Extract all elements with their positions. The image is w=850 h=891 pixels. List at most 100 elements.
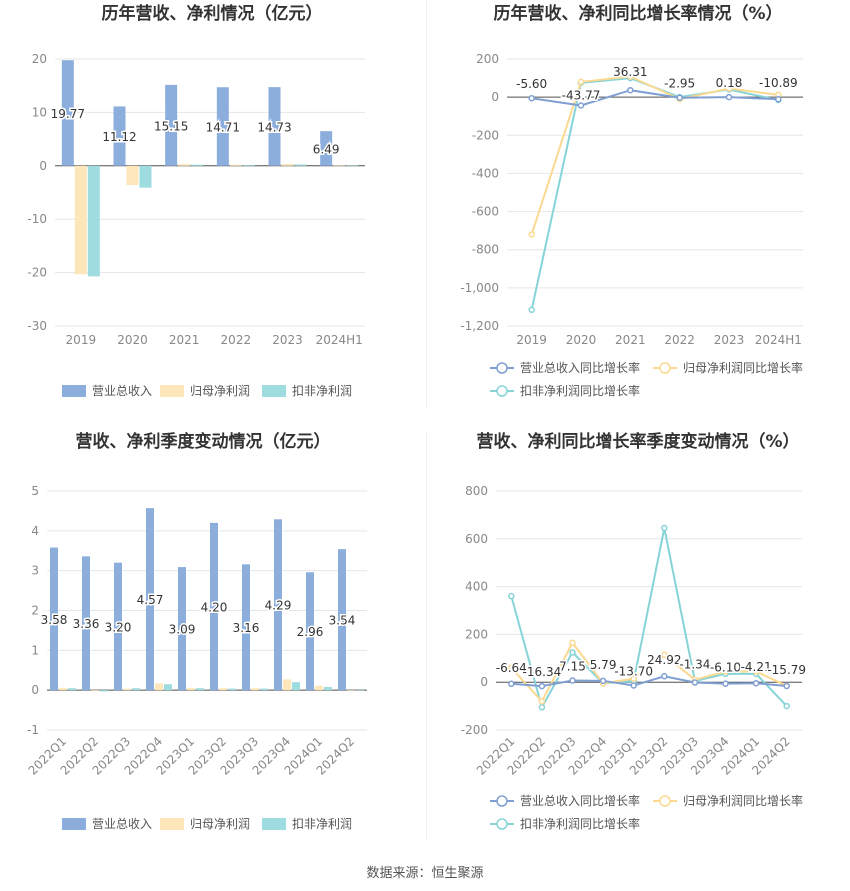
data-label: -5.60	[516, 77, 547, 91]
bar-deducted-profit	[324, 686, 332, 691]
bar-revenue	[114, 562, 122, 691]
bar-net-profit	[315, 685, 323, 691]
bar-deducted-profit	[356, 690, 364, 691]
bar-revenue	[274, 519, 282, 691]
data-label: -6.64	[496, 661, 527, 675]
bar-revenue	[320, 131, 333, 166]
y-tick-label: -400	[472, 166, 499, 180]
legend-marker	[496, 362, 508, 374]
point-deducted-profit-growth	[661, 524, 668, 532]
bar-net-profit	[123, 688, 131, 691]
bar-deducted-profit	[100, 690, 108, 692]
y-tick-label: -200	[472, 128, 499, 142]
data-label: 14.71	[206, 121, 240, 135]
legend-swatch	[160, 385, 184, 397]
y-tick-label: -1	[27, 723, 39, 737]
bar-revenue	[61, 60, 74, 166]
point-deducted-profit-growth	[569, 649, 576, 656]
chart-title: 历年营收、净利情况（亿元）	[102, 3, 323, 24]
point-net-profit-growth	[725, 85, 733, 92]
y-tick-label: 3	[31, 564, 39, 578]
point-revenue-growth	[508, 680, 515, 688]
point-net-profit-growth	[752, 668, 760, 675]
x-tick-label: 2021	[169, 333, 200, 347]
y-tick-label: 200	[476, 52, 499, 66]
data-label: -16.34	[523, 665, 562, 679]
data-label: -13.70	[614, 664, 653, 678]
data-label: 2.96	[297, 625, 324, 639]
legend-swatch	[262, 818, 286, 830]
y-tick-label: 20	[32, 52, 47, 66]
legend-label: 扣非净利润同比增长率	[520, 383, 640, 398]
line-revenue-growth	[531, 89, 779, 107]
legend-swatch	[62, 385, 86, 397]
point-net-profit-growth	[661, 651, 668, 658]
bar-net-profit	[187, 687, 195, 691]
point-revenue-growth	[627, 86, 634, 94]
bar-deducted-profit	[164, 684, 172, 691]
point-net-profit-growth	[508, 664, 515, 672]
chart-title: 历年营收、净利同比增长率情况（%）	[493, 3, 782, 24]
point-revenue-growth	[577, 102, 585, 109]
bar-net-profit	[126, 165, 139, 186]
point-revenue-growth	[722, 680, 729, 687]
bar-net-profit	[229, 164, 242, 166]
data-label: 3.09	[169, 623, 196, 637]
y-tick-label: -20	[27, 266, 47, 280]
bar-net-profit	[155, 683, 163, 691]
x-tick-label: 2023	[272, 333, 303, 347]
legend-marker	[496, 795, 508, 807]
bar-deducted-profit	[191, 164, 204, 166]
bar-revenue	[210, 522, 218, 691]
bar-revenue	[268, 87, 281, 166]
data-label: -6.10	[710, 661, 741, 675]
legend-label: 归母净利润同比增长率	[683, 793, 803, 808]
x-tick-label: 2019	[516, 333, 547, 347]
legend-label: 归母净利润同比增长率	[683, 360, 803, 375]
point-deducted-profit-growth	[528, 306, 535, 314]
legend-marker	[659, 795, 671, 807]
legend-label: 扣非净利润	[292, 384, 352, 398]
legend-swatch	[262, 385, 286, 397]
point-net-profit-growth	[722, 668, 729, 675]
data-label: 24.92	[647, 653, 681, 667]
x-tick-label: 2020	[566, 333, 597, 347]
bar-deducted-profit	[132, 688, 140, 691]
point-revenue-growth	[661, 672, 668, 680]
data-label: 36.31	[613, 65, 647, 79]
data-label: 3.16	[233, 621, 260, 635]
quarterly-revenue-profit-chart: 营收、净利季度变动情况（亿元）543210-12022Q12022Q22022Q…	[26, 431, 367, 831]
data-label: -43.77	[562, 88, 601, 102]
data-label: 4.57	[137, 593, 164, 607]
data-label: 3.54	[329, 614, 356, 628]
point-net-profit-growth	[577, 78, 585, 86]
y-tick-label: -1,200	[460, 319, 499, 333]
x-tick-label: 2022	[221, 333, 252, 347]
divider-vertical	[426, 432, 427, 840]
y-tick-label: 600	[465, 532, 488, 546]
data-label: -2.95	[664, 77, 695, 91]
x-tick-label: 2022	[664, 333, 695, 347]
quarterly-growth-rate-chart: 营收、净利同比增长率季度变动情况（%）8006004002000-2002022…	[461, 431, 808, 831]
bar-revenue	[178, 567, 186, 691]
point-revenue-growth	[725, 93, 733, 101]
annual-growth-rate-chart: 历年营收、净利同比增长率情况（%） 200 0 -200 -400 -600 -800 -1,…	[460, 3, 803, 398]
bar-revenue	[216, 87, 229, 166]
y-tick-label: 4	[31, 524, 39, 538]
point-net-profit-growth	[630, 675, 637, 682]
y-tick-label: 0	[480, 675, 488, 689]
x-tick-label: 2020	[117, 333, 148, 347]
data-label: 6.49	[313, 142, 340, 156]
bar-revenue	[113, 106, 126, 166]
y-tick-label: 200	[465, 627, 488, 641]
divider-vertical	[426, 0, 427, 408]
data-label: 4.20	[201, 601, 228, 615]
data-label: 0.18	[716, 76, 743, 90]
bar-deducted-profit	[260, 688, 268, 691]
bar-deducted-profit	[346, 165, 359, 167]
y-tick-label: -800	[472, 243, 499, 257]
bar-net-profit	[59, 687, 67, 691]
point-net-profit-growth	[627, 73, 634, 80]
point-net-profit-growth	[569, 639, 576, 647]
bar-revenue	[338, 549, 346, 691]
